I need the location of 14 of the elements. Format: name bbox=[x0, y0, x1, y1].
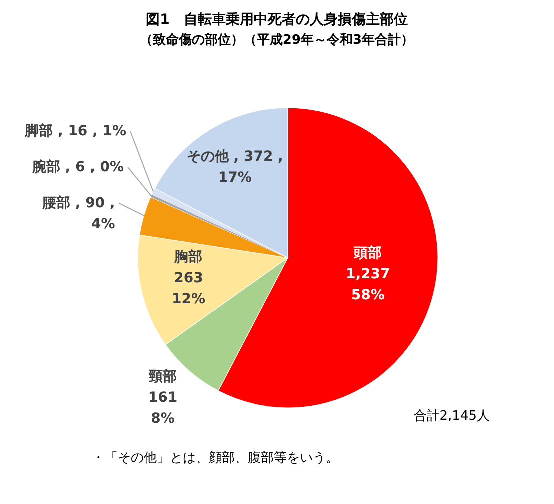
slice-label: 腕部 , 6 , 0% bbox=[31, 158, 124, 176]
slice-label: その他 , 372 , 17% bbox=[186, 148, 284, 186]
chart-title: 図1 自転車乗用中死者の人身損傷主部位 bbox=[146, 11, 408, 28]
slice-label: 頸部 bbox=[148, 368, 178, 386]
data-label: 161 8% bbox=[148, 390, 178, 428]
slice-label: 胸部 bbox=[174, 248, 203, 266]
data-label: 263 12% bbox=[172, 270, 206, 308]
chart-subtitle: （致命傷の部位）（平成29年～令和3年合計） bbox=[140, 32, 414, 48]
slice-label: 腰部 , 90 , 4% bbox=[42, 194, 116, 232]
data-label: 1,237 58% bbox=[346, 266, 390, 304]
slice-label: 脚部 , 16 , 1% bbox=[24, 122, 127, 140]
slice-label: 頭部 bbox=[353, 244, 382, 262]
text: 合計2,145人 bbox=[414, 409, 490, 424]
text: ・「その他」とは、顔部、腹部等をいう。 bbox=[92, 451, 339, 466]
